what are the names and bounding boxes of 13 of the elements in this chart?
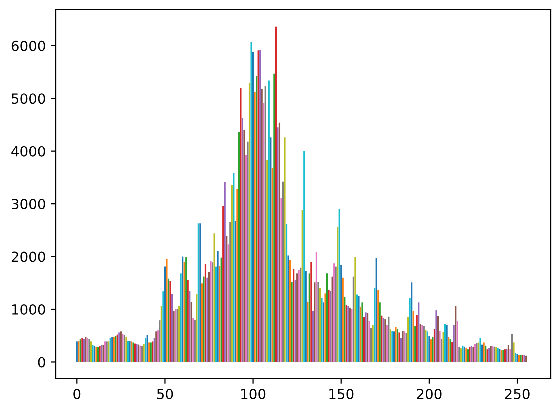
y-tick-label: 3000 [12,199,46,210]
x-tick-label: 0 [74,388,81,400]
y-tick-label: 6000 [12,40,46,52]
x-tick-label: 100 [242,388,266,400]
x-tick-label: 50 [157,388,174,400]
y-tick-label: 1000 [12,304,46,315]
x-tick-label: 200 [417,388,442,400]
y-tick-label: 2000 [12,252,46,262]
y-tick-label: 5000 [12,94,46,104]
y-tick-label: 0 [38,357,46,368]
x-tick-label: 250 [505,388,530,400]
y-tick-label: 4000 [12,146,46,157]
x-tick-label: 150 [330,388,354,400]
